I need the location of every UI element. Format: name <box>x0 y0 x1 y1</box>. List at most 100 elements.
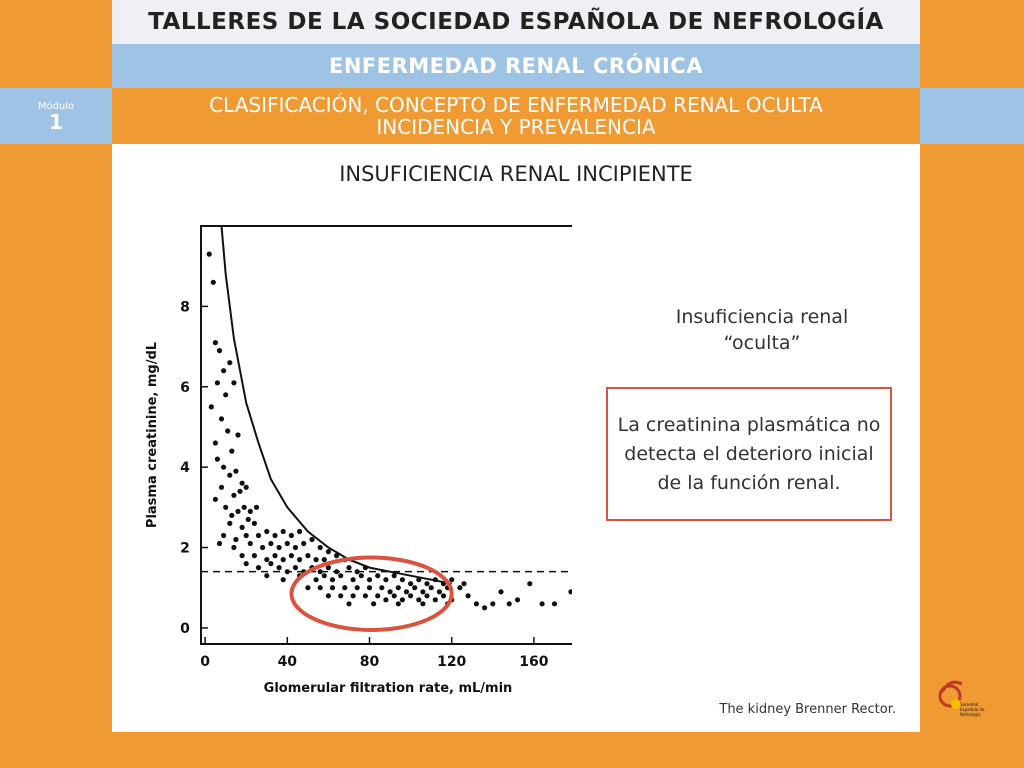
data-point <box>247 540 253 547</box>
sen-logo-text: Sociedad Española de Nefrología <box>960 702 984 717</box>
sen-logo: Sociedad Española de Nefrología <box>930 672 1020 732</box>
data-point <box>408 593 414 599</box>
data-point <box>350 577 356 583</box>
module-title-line-2: INCIDENCIA Y PREVALENCIA <box>376 115 656 139</box>
data-point <box>420 601 426 607</box>
data-point <box>235 432 241 438</box>
data-point <box>338 593 344 599</box>
data-point <box>268 561 274 567</box>
data-point <box>317 585 323 591</box>
header-band-3: CLASIFICACIÓN, CONCEPTO DE ENFERMEDAD RE… <box>0 88 1024 144</box>
data-point <box>325 593 331 599</box>
data-point <box>346 601 352 607</box>
data-point <box>338 573 344 579</box>
data-point <box>233 536 239 543</box>
data-point <box>255 532 262 539</box>
data-point <box>292 544 299 551</box>
x-tick-label: 40 <box>278 654 298 670</box>
data-point <box>221 464 227 470</box>
data-point <box>317 544 323 551</box>
data-points <box>206 251 572 611</box>
data-point <box>268 540 274 547</box>
data-point <box>375 573 381 579</box>
data-point <box>362 565 368 571</box>
data-point <box>255 565 262 571</box>
data-point <box>221 532 227 539</box>
data-point <box>350 593 356 599</box>
data-point <box>465 593 471 599</box>
highlight-ellipse <box>289 555 454 632</box>
data-point <box>313 557 319 563</box>
hyperbola-curve <box>220 225 452 585</box>
data-point <box>482 605 488 611</box>
hidden-renal-failure-note: Insuficiencia renal “oculta” <box>612 304 912 356</box>
data-point <box>408 581 414 587</box>
data-point <box>243 561 249 567</box>
data-point <box>212 496 218 502</box>
data-point <box>424 593 430 599</box>
x-tick-label: 160 <box>519 654 548 670</box>
data-point <box>305 553 311 559</box>
data-point <box>231 380 237 386</box>
data-point <box>568 589 572 595</box>
data-point <box>490 601 496 607</box>
logo-text-2: Española de <box>960 707 985 712</box>
source-citation: The kidney Brenner Rector. <box>719 702 896 717</box>
axis-ticks: 0 40 80 120 160 0 2 4 6 8 <box>180 299 549 670</box>
data-point <box>354 585 360 591</box>
data-point <box>551 601 558 607</box>
data-point <box>221 368 227 374</box>
data-point <box>239 553 245 559</box>
slide-content: INSUFICIENCIA RENAL INCIPIENTE 0 40 80 120 1… <box>112 144 920 732</box>
data-point <box>233 468 239 474</box>
data-point <box>227 472 233 478</box>
data-point <box>280 577 286 583</box>
slide-title: INSUFICIENCIA RENAL INCIPIENTE <box>339 162 693 186</box>
data-point <box>264 557 270 563</box>
data-point <box>432 577 438 583</box>
data-point <box>473 601 479 607</box>
data-point <box>280 528 286 535</box>
y-tick-label: 6 <box>180 380 190 396</box>
data-point <box>280 557 286 563</box>
data-point <box>237 488 243 494</box>
data-point <box>214 456 220 462</box>
data-point <box>231 492 237 498</box>
data-point <box>395 601 401 607</box>
data-point <box>239 524 245 530</box>
data-point <box>527 581 533 587</box>
data-point <box>276 544 282 551</box>
data-point <box>284 569 290 575</box>
data-point <box>440 593 447 599</box>
header-band-2: ENFERMEDAD RENAL CRÓNICA <box>0 44 1024 88</box>
data-point <box>214 380 220 386</box>
data-point <box>334 569 340 575</box>
data-point <box>457 585 463 591</box>
data-point <box>243 532 249 539</box>
note-line-1: Insuficiencia renal <box>675 306 849 328</box>
data-point <box>325 549 331 555</box>
data-point <box>210 279 216 285</box>
data-point <box>461 581 467 587</box>
data-point <box>305 585 311 591</box>
data-point <box>243 484 249 490</box>
plot-frame <box>200 225 572 645</box>
data-point <box>514 597 521 603</box>
data-point <box>227 520 233 526</box>
data-point <box>229 512 235 518</box>
data-point <box>325 565 331 571</box>
y-tick-label: 2 <box>180 541 190 557</box>
data-point <box>253 504 260 510</box>
data-point <box>321 573 327 579</box>
data-point <box>208 404 214 410</box>
data-point <box>391 573 397 579</box>
data-point <box>366 585 373 591</box>
data-point <box>212 340 218 346</box>
data-point <box>216 540 223 547</box>
data-point <box>251 553 257 559</box>
data-point <box>309 536 315 543</box>
data-point <box>313 577 319 583</box>
data-point <box>245 516 251 522</box>
data-point <box>235 508 241 514</box>
data-point <box>276 565 282 571</box>
